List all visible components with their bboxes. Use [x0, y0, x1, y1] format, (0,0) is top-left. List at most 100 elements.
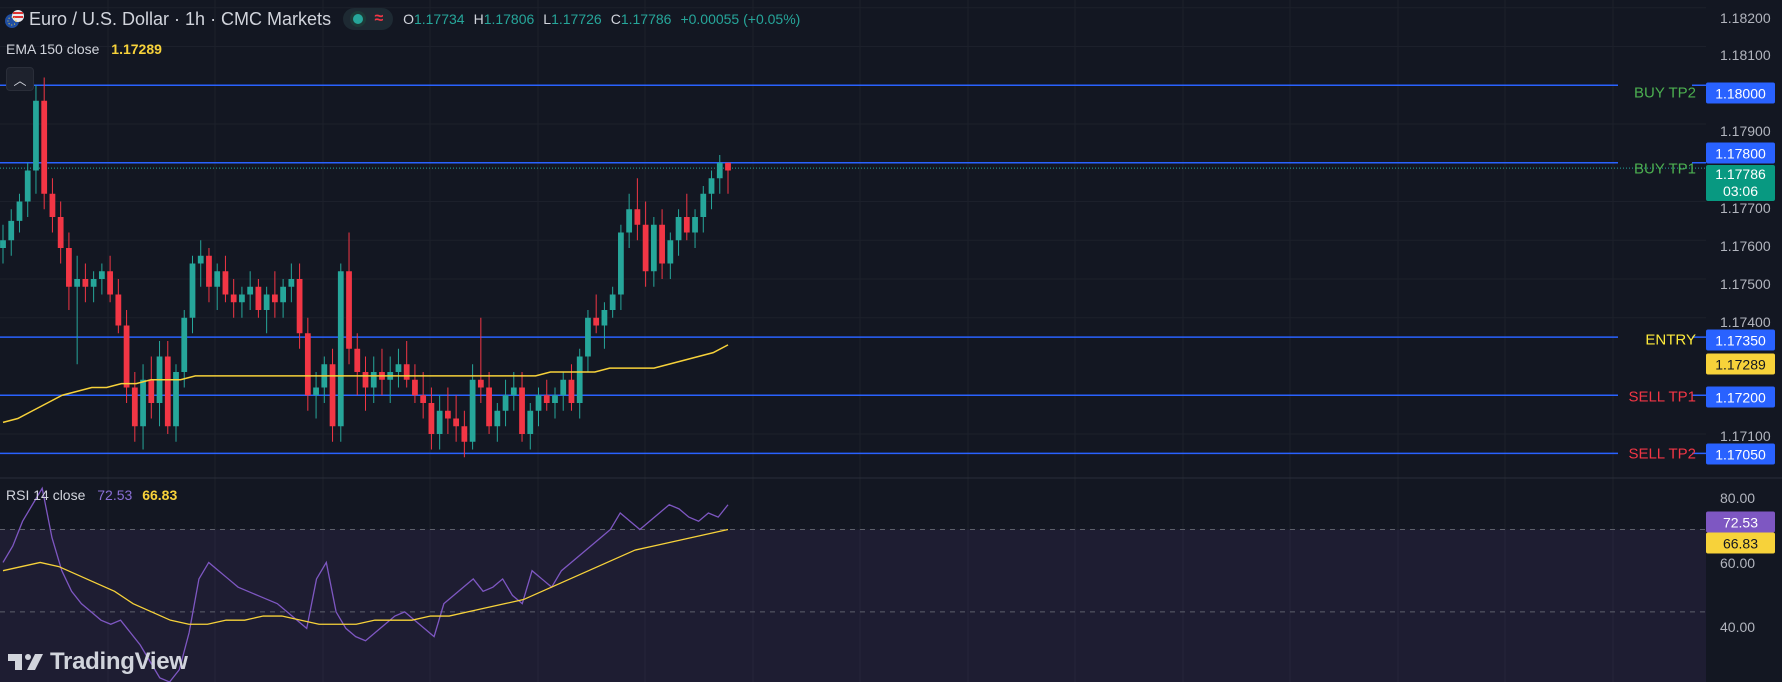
buy-tp1-label[interactable]: BUY TP1: [1634, 160, 1696, 178]
brand-name: TradingView: [50, 648, 188, 675]
candle-body: [354, 348, 361, 372]
entry-price-tag: 1.17350: [1706, 329, 1775, 351]
candle-body: [502, 395, 509, 411]
candle-body: [123, 325, 130, 388]
candle-body: [304, 333, 311, 396]
current-price: 1.17786: [1715, 166, 1766, 182]
price-tick: 1.18200: [1720, 10, 1771, 26]
rsi-value-tag: 72.53: [1706, 511, 1775, 533]
sell-tp1-label[interactable]: SELL TP1: [1628, 388, 1696, 406]
ohlc-high: H1.17806: [473, 11, 535, 27]
candle-body: [370, 372, 377, 388]
candle-body: [708, 178, 715, 194]
candle-body: [16, 201, 23, 221]
sell-tp2-label[interactable]: SELL TP2: [1628, 445, 1696, 463]
candle-body: [255, 286, 262, 310]
candle-body: [49, 193, 56, 217]
candle-body: [716, 162, 723, 179]
candle-body: [131, 387, 138, 427]
candle-body: [33, 100, 39, 171]
candle-body: [107, 271, 113, 295]
candle-body: [585, 317, 591, 357]
candle-body: [552, 395, 558, 403]
candle-body: [74, 279, 81, 287]
candle-body: [477, 379, 484, 388]
candle-body: [412, 379, 418, 396]
sell-tp2-price-tag: 1.17050: [1706, 443, 1775, 465]
candle-body: [189, 263, 196, 318]
candle-body: [263, 294, 270, 310]
candle-body: [280, 286, 286, 303]
rsi-tick: 80.00: [1720, 490, 1756, 506]
candle-body: [634, 209, 641, 225]
candle-body: [453, 418, 460, 427]
candle-body: [148, 379, 155, 403]
candle-body: [650, 224, 657, 272]
tradingview-icon: [8, 654, 43, 670]
approx-icon: ≈: [374, 10, 384, 27]
price-tick: 1.17600: [1720, 238, 1771, 254]
candle-body: [239, 294, 245, 303]
ema-legend[interactable]: EMA 150 close 1.17289: [6, 41, 162, 57]
eur-usd-flag-icon: [4, 9, 24, 29]
candle-body: [271, 294, 278, 303]
candle-body: [428, 403, 435, 434]
entry-label[interactable]: ENTRY: [1645, 331, 1696, 349]
candle-body: [700, 193, 707, 217]
rsi-line: [2, 486, 729, 682]
candle-body: [98, 271, 105, 279]
price-tick: 1.18100: [1720, 47, 1771, 63]
rsi-label: RSI 14 close: [6, 487, 86, 503]
tradingview-logo[interactable]: TradingView: [8, 648, 188, 676]
ohlc-values: O1.17734 H1.17806 L1.17726 C1.17786 +0.0…: [403, 11, 800, 27]
candle-body: [41, 100, 48, 194]
buy-tp2-label[interactable]: BUY TP2: [1634, 84, 1696, 102]
candle-body: [403, 364, 410, 380]
candle-body: [329, 364, 336, 427]
ohlc-change: +0.00055 (+0.05%): [680, 11, 801, 27]
rsi-legend[interactable]: RSI 14 close 72.53 66.83: [6, 487, 177, 503]
rsi-value: 72.53: [97, 487, 133, 503]
candle-body: [486, 387, 492, 427]
price-axis[interactable]: 1.18200 1.18100 1.17900 1.17700 1.17600 …: [1706, 0, 1782, 682]
market-status-pill[interactable]: ≈: [343, 8, 394, 30]
candle-body: [288, 279, 295, 287]
rsi-tick: 40.00: [1720, 619, 1756, 635]
ema-price-tag: 1.17289: [1706, 353, 1775, 375]
candle-body: [436, 410, 443, 434]
candle-body: [725, 162, 731, 171]
market-open-icon: [352, 14, 363, 24]
candle-body: [626, 209, 633, 233]
candle-body: [395, 364, 402, 372]
rsi-tick: 60.00: [1720, 555, 1756, 571]
candle-body: [247, 286, 254, 295]
candle-body: [560, 379, 567, 396]
candle-body: [57, 217, 64, 248]
candle-body: [222, 271, 229, 295]
candle-body: [214, 271, 221, 287]
collapse-legend-button[interactable]: ︿: [6, 67, 34, 91]
sell-tp1-price-tag: 1.17200: [1706, 386, 1775, 408]
candle-body: [568, 379, 575, 403]
candle-body: [445, 410, 451, 419]
ema-label: EMA 150 close: [6, 41, 100, 57]
candle-body: [510, 387, 517, 396]
candle-body: [230, 294, 237, 303]
candle-body: [675, 217, 682, 241]
candle-body: [683, 217, 690, 233]
candle-body: [90, 279, 97, 287]
candle-body: [313, 387, 319, 396]
candle-body: [197, 255, 204, 264]
candle-body: [82, 279, 89, 287]
candle-body: [420, 395, 427, 403]
candle-body: [469, 379, 476, 442]
price-tick: 1.17400: [1720, 314, 1771, 330]
candle-body: [519, 387, 525, 434]
candle-body: [601, 310, 608, 326]
candle-body: [296, 279, 303, 334]
bar-countdown: 03:06: [1722, 183, 1759, 199]
candle-body: [181, 317, 188, 372]
candle-body: [692, 217, 698, 233]
symbol-title[interactable]: Euro / U.S. Dollar · 1h · CMC Markets: [29, 8, 332, 29]
